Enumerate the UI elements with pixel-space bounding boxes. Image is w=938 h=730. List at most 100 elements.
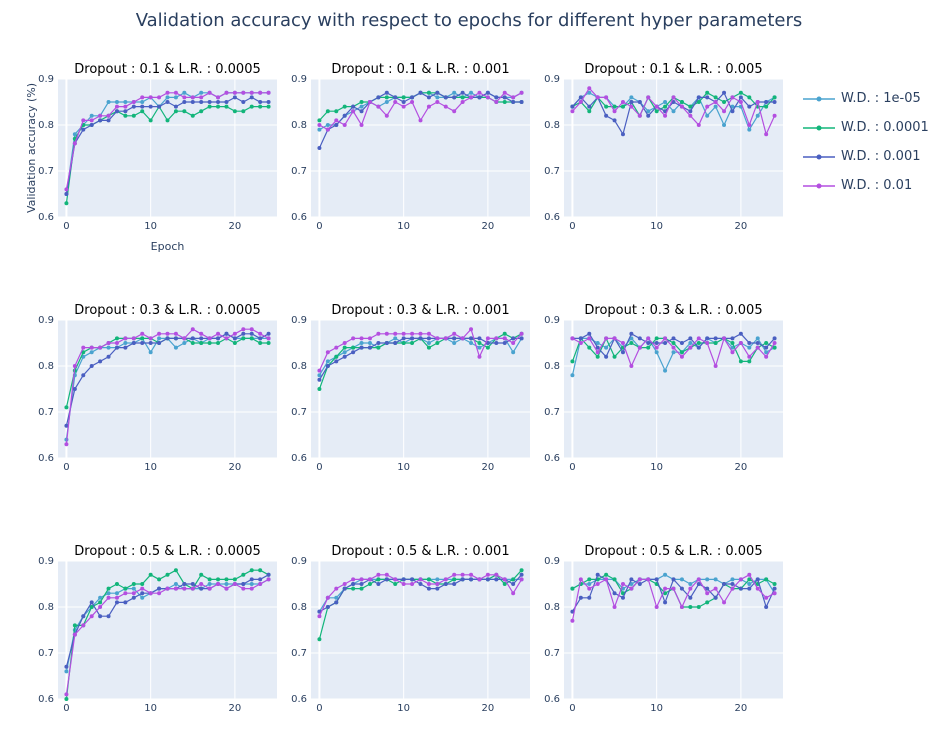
data-point	[519, 572, 524, 577]
data-point	[157, 341, 162, 345]
plot-area	[58, 79, 277, 217]
data-point	[587, 586, 592, 591]
data-point	[418, 90, 423, 95]
y-tick-label: 0.9	[544, 315, 560, 326]
data-point	[612, 591, 617, 596]
data-point	[654, 336, 659, 341]
y-tick-label: 0.8	[544, 361, 560, 372]
data-point	[696, 341, 701, 345]
data-point	[266, 331, 271, 336]
data-point	[646, 95, 651, 100]
data-point	[663, 113, 668, 118]
data-point	[241, 100, 246, 104]
data-point	[587, 595, 592, 600]
data-point	[401, 341, 406, 345]
x-tick-label: 0	[569, 703, 575, 714]
data-point	[435, 577, 440, 582]
data-point	[98, 113, 103, 118]
data-point	[157, 331, 162, 336]
data-point	[713, 100, 718, 104]
data-point	[89, 113, 94, 118]
data-point	[410, 100, 415, 104]
data-point	[351, 582, 356, 586]
x-axis-title: Epoch	[151, 240, 185, 253]
data-point	[747, 127, 752, 132]
data-point	[241, 331, 246, 336]
data-point	[469, 577, 474, 582]
data-point	[755, 336, 760, 341]
data-point	[747, 572, 752, 577]
data-point	[140, 341, 145, 345]
data-point	[570, 109, 575, 114]
data-point	[376, 345, 381, 350]
data-point	[351, 586, 356, 591]
x-tick-label: 20	[482, 703, 495, 714]
data-point	[401, 577, 406, 582]
data-point	[494, 577, 499, 582]
data-point	[738, 586, 743, 591]
data-point	[519, 568, 524, 573]
y-tick-label: 0.7	[544, 407, 560, 418]
data-point	[696, 95, 701, 100]
data-point	[384, 113, 389, 118]
data-point	[199, 90, 204, 95]
data-point	[705, 341, 710, 345]
data-point	[426, 345, 431, 350]
data-point	[216, 100, 221, 104]
data-point	[713, 104, 718, 109]
legend-item[interactable]: W.D. : 0.0001	[803, 113, 929, 142]
legend-item[interactable]: W.D. : 0.001	[803, 142, 929, 171]
data-point	[713, 577, 718, 582]
data-point	[494, 572, 499, 577]
data-point	[485, 577, 490, 582]
data-point	[485, 572, 490, 577]
data-point	[359, 582, 364, 586]
data-point	[705, 600, 710, 605]
x-tick-label: 10	[397, 703, 410, 714]
data-point	[182, 100, 187, 104]
subplot: 0.6 0.7 0.8 0.9 0 10 20 Dropout : 0.5 & L.R. : …	[544, 544, 783, 714]
data-point	[410, 336, 415, 341]
data-point	[157, 95, 162, 100]
data-point	[157, 586, 162, 591]
data-point	[738, 90, 743, 95]
y-tick-label: 0.6	[291, 212, 307, 223]
data-point	[190, 95, 195, 100]
data-point	[81, 373, 86, 378]
data-point	[367, 577, 372, 582]
data-point	[696, 123, 701, 127]
data-point	[764, 354, 769, 359]
data-point	[140, 331, 145, 336]
data-point	[165, 95, 170, 100]
legend-item[interactable]: W.D. : 0.01	[803, 171, 929, 200]
data-point	[469, 90, 474, 95]
x-tick-label: 10	[144, 703, 157, 714]
data-point	[258, 582, 263, 586]
data-point	[207, 104, 212, 109]
data-point	[114, 345, 119, 350]
data-point	[426, 582, 431, 586]
data-point	[713, 595, 718, 600]
y-tick-label: 0.9	[291, 556, 307, 567]
data-point	[199, 331, 204, 336]
legend-item[interactable]: W.D. : 1e-05	[803, 84, 929, 113]
data-point	[123, 345, 128, 350]
data-point	[241, 327, 246, 332]
data-point	[351, 577, 356, 582]
data-point	[165, 100, 170, 104]
data-point	[612, 336, 617, 341]
y-tick-label: 0.6	[544, 694, 560, 705]
data-point	[165, 336, 170, 341]
data-point	[325, 109, 330, 114]
legend-swatch	[803, 183, 835, 188]
data-point	[173, 95, 178, 100]
y-tick-label: 0.8	[544, 120, 560, 131]
data-point	[688, 586, 693, 591]
data-point	[367, 336, 372, 341]
data-point	[165, 90, 170, 95]
data-point	[199, 109, 204, 114]
data-point	[730, 341, 735, 345]
data-point	[182, 109, 187, 114]
data-point	[216, 577, 221, 582]
data-point	[114, 104, 119, 109]
